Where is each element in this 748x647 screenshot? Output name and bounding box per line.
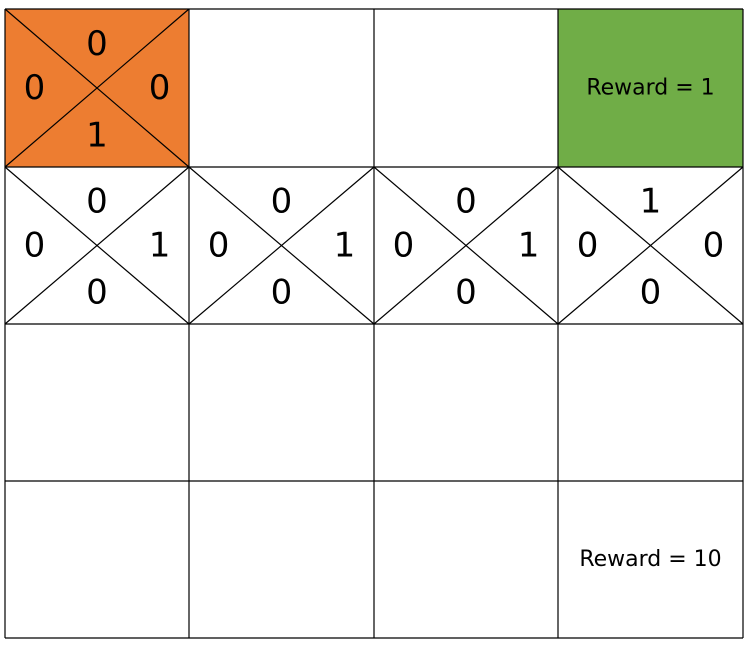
cell-background [558, 9, 743, 167]
reward-label: Reward = 10 [579, 547, 721, 572]
cell-background [558, 481, 743, 638]
q-value-up: 0 [86, 182, 108, 222]
q-value-right: 0 [703, 226, 725, 266]
q-value-down: 0 [455, 273, 477, 313]
q-value-down: 1 [86, 115, 108, 155]
cell-r0-c3: Reward = 1 [558, 9, 743, 167]
q-value-left: 0 [393, 226, 415, 266]
q-value-up: 1 [640, 182, 662, 222]
q-value-up: 0 [86, 24, 108, 64]
cell-diagonal [4, 166, 190, 325]
cell-diagonal [188, 166, 375, 325]
cell-diagonal [4, 8, 190, 168]
q-value-up: 0 [455, 182, 477, 222]
q-value-right: 1 [518, 226, 540, 266]
q-value-down: 0 [86, 273, 108, 313]
cell-r1-c0: 00 10 [4, 166, 190, 325]
q-value-left: 0 [577, 226, 599, 266]
cell-diagonal [557, 166, 744, 325]
q-value-right: 0 [149, 68, 171, 108]
cell-r3-c3: Reward = 10 [558, 481, 743, 638]
cell-r1-c1: 0 0 1 0 [188, 166, 375, 325]
q-value-down: 0 [640, 273, 662, 313]
q-value-up: 0 [271, 182, 293, 222]
q-value-left: 0 [24, 68, 46, 108]
q-value-left: 0 [208, 226, 230, 266]
q-value-right: 1 [334, 226, 356, 266]
reward-label: Reward = 1 [586, 76, 714, 101]
q-value-down: 0 [271, 273, 293, 313]
cell-diagonal [373, 166, 559, 325]
q-value-left: 0 [24, 226, 46, 266]
grid-lines [4, 8, 744, 639]
cell-r1-c3: 1 0 0 0 [557, 166, 744, 325]
cell-r1-c2: 00 10 [373, 166, 559, 325]
cell-r0-c0: 00 01 [4, 8, 190, 168]
q-value-right: 1 [149, 226, 171, 266]
